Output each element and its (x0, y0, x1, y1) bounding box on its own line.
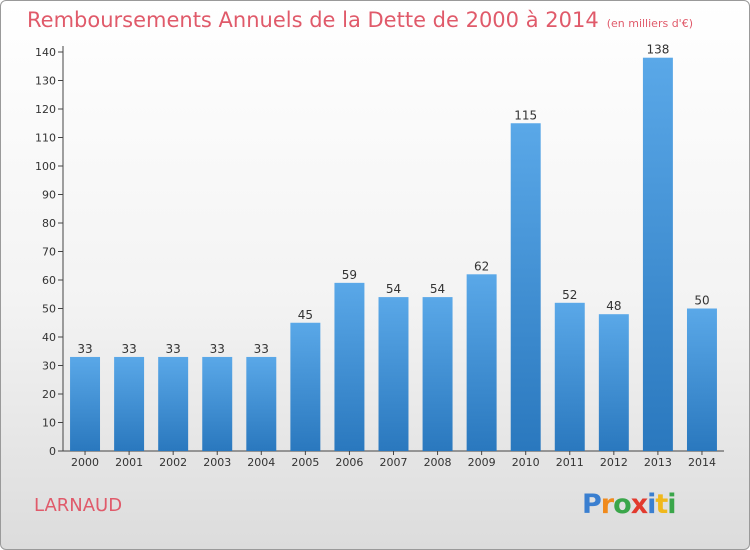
data-label: 138 (646, 43, 669, 57)
data-label: 33 (166, 342, 181, 356)
bar (246, 356, 277, 451)
x-tick-label: 2003 (203, 456, 231, 469)
logo-letter: P (582, 489, 602, 520)
data-label: 52 (562, 288, 577, 302)
x-tick-label: 2005 (291, 456, 319, 469)
bar (554, 302, 585, 451)
y-tick-label: 10 (42, 417, 56, 430)
x-tick-label: 2000 (71, 456, 99, 469)
data-label: 48 (606, 299, 621, 313)
y-tick-label: 30 (42, 360, 56, 373)
y-tick-label: 130 (35, 75, 56, 88)
bar (334, 282, 365, 451)
bar (378, 297, 409, 451)
y-tick-label: 100 (35, 160, 56, 173)
logo-letter: o (613, 489, 632, 520)
y-tick-label: 0 (49, 445, 56, 458)
bar (598, 314, 629, 451)
bar (202, 356, 233, 451)
data-label: 33 (121, 342, 136, 356)
data-label: 59 (342, 268, 357, 282)
x-tick-label: 2004 (247, 456, 275, 469)
y-tick-label: 140 (35, 46, 56, 59)
x-tick-label: 2009 (468, 456, 496, 469)
x-tick-label: 2001 (115, 456, 143, 469)
chart-subtitle: (en milliers d'€) (606, 17, 693, 30)
data-label: 33 (77, 342, 92, 356)
x-tick-label: 2014 (688, 456, 716, 469)
bar (642, 57, 673, 451)
bar (466, 274, 497, 451)
bar (70, 356, 101, 451)
x-tick-label: 2012 (600, 456, 628, 469)
y-tick-label: 110 (35, 132, 56, 145)
logo-letter: x (630, 489, 648, 520)
y-tick-label: 70 (42, 246, 56, 259)
data-label: 33 (254, 342, 269, 356)
logo-letter: i (647, 489, 656, 520)
bar (510, 123, 541, 451)
y-tick-label: 40 (42, 331, 56, 344)
bar (290, 322, 321, 451)
x-tick-label: 2007 (380, 456, 408, 469)
logo-letter: r (600, 489, 614, 520)
x-tick-label: 2011 (556, 456, 584, 469)
data-label: 50 (694, 294, 709, 308)
data-label: 62 (474, 259, 489, 273)
data-label: 45 (298, 308, 313, 322)
data-label: 54 (430, 282, 445, 296)
y-tick-label: 80 (42, 217, 56, 230)
bar (686, 308, 717, 451)
bar (114, 356, 145, 451)
x-tick-label: 2013 (644, 456, 672, 469)
data-label: 54 (386, 282, 401, 296)
data-label: 33 (210, 342, 225, 356)
title-text: Remboursements Annuels de la Dette de 20… (27, 8, 599, 32)
x-tick-label: 2002 (159, 456, 187, 469)
y-tick-label: 50 (42, 303, 56, 316)
y-tick-label: 20 (42, 388, 56, 401)
bar (158, 356, 189, 451)
x-tick-label: 2006 (335, 456, 363, 469)
bar (422, 297, 453, 451)
logo-letter: t (655, 489, 668, 520)
y-tick-label: 60 (42, 274, 56, 287)
proxiti-logo: Proxiti (582, 489, 677, 520)
x-tick-label: 2008 (424, 456, 452, 469)
commune-name: LARNAUD (34, 495, 123, 516)
logo-letter: i (667, 489, 676, 520)
y-tick-label: 120 (35, 103, 56, 116)
chart-title: Remboursements Annuels de la Dette de 20… (27, 8, 693, 32)
y-tick-label: 90 (42, 189, 56, 202)
x-tick-label: 2010 (512, 456, 540, 469)
data-label: 115 (514, 108, 537, 122)
